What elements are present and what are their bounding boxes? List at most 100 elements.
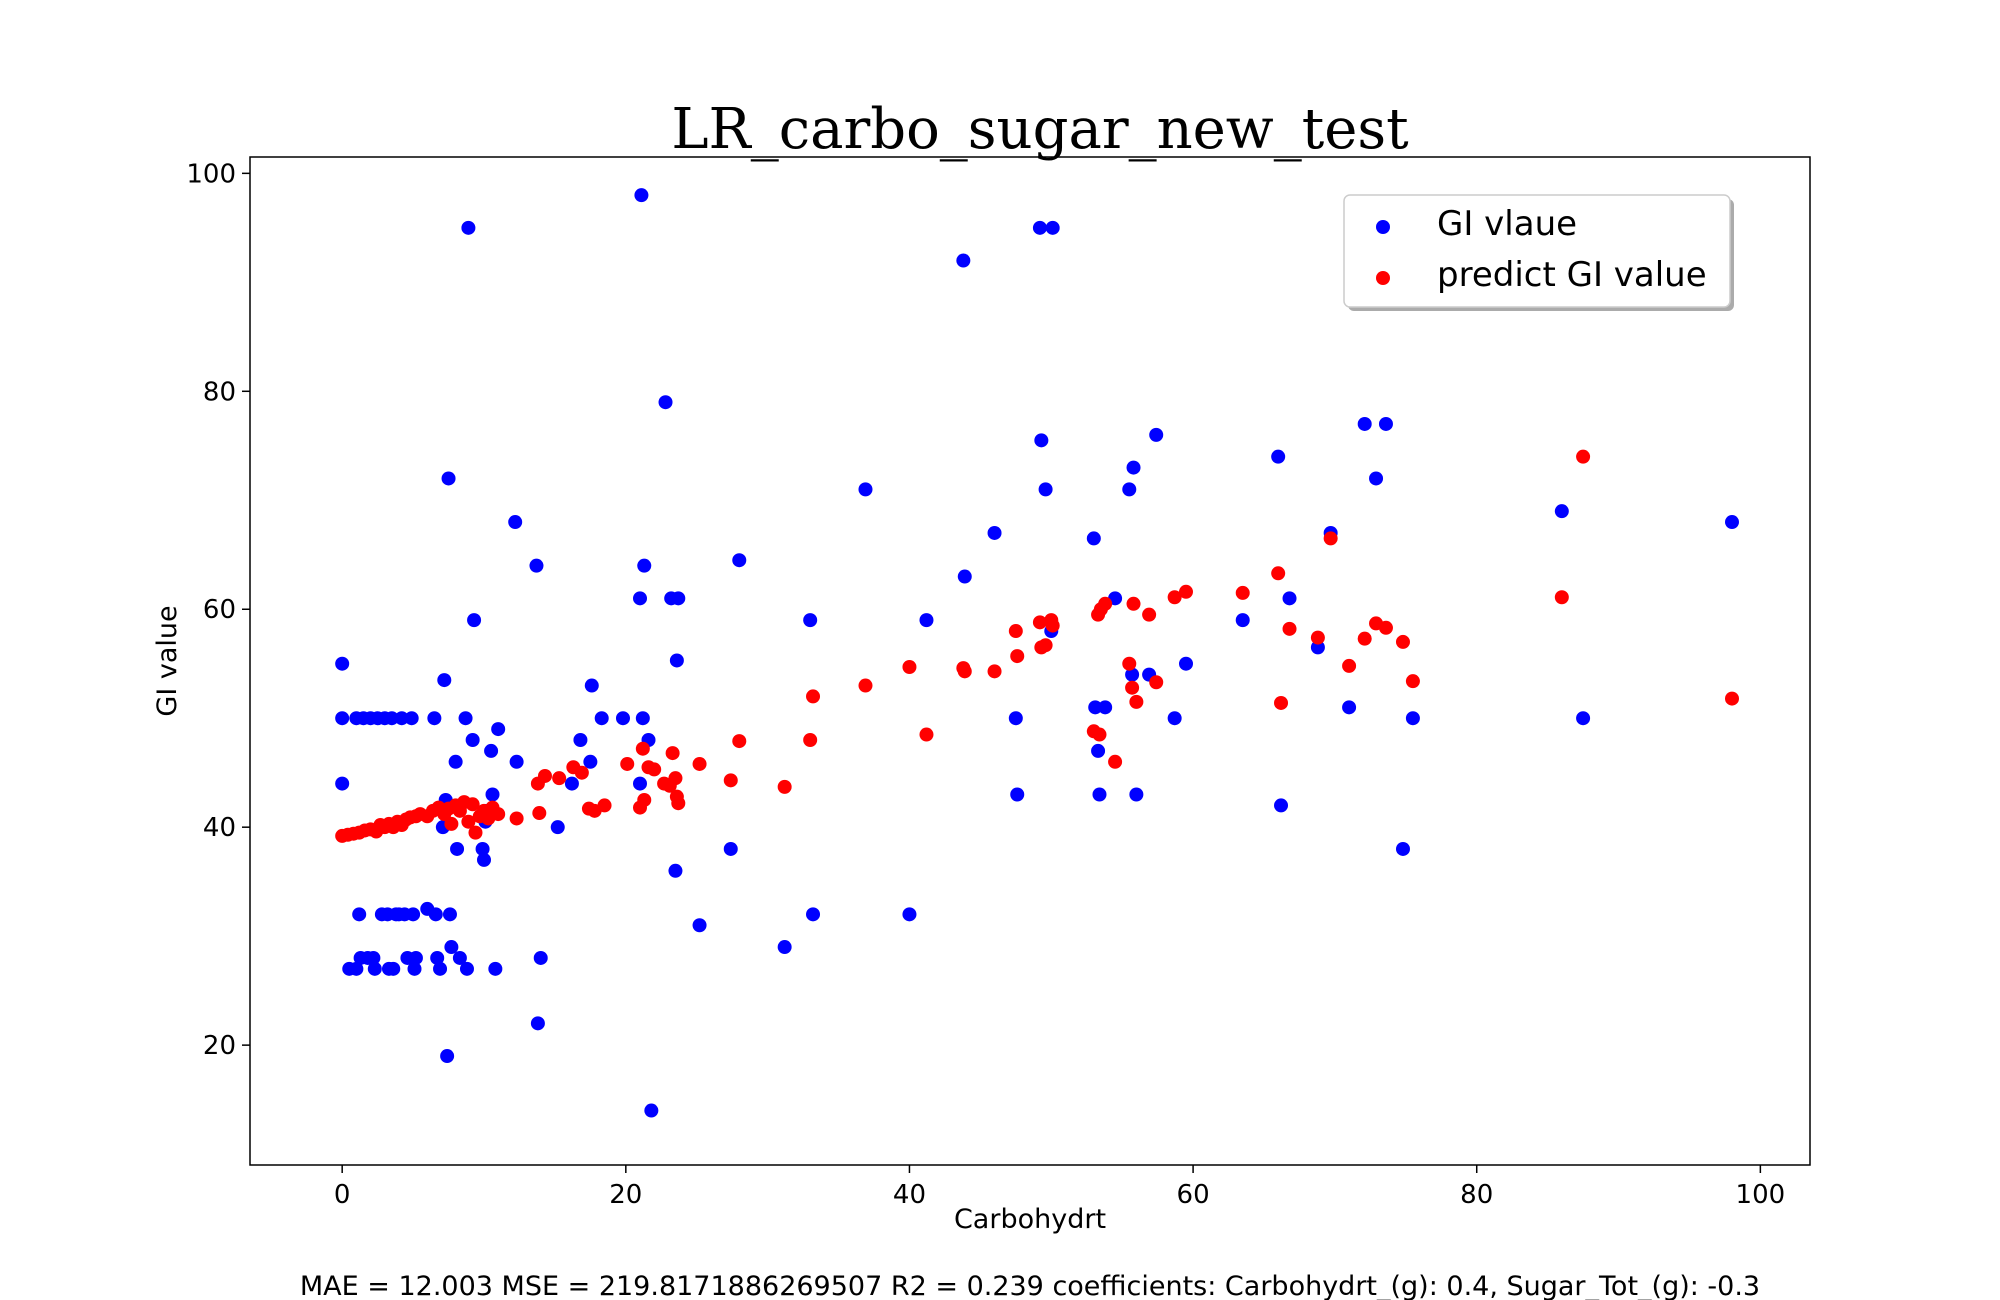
gi-value-point <box>1235 613 1250 628</box>
predict-gi-value-point <box>957 664 972 679</box>
gi-value-point <box>1310 640 1325 655</box>
gi-value-point <box>477 852 491 867</box>
predict-gi-value-point <box>1108 754 1123 769</box>
predict-gi-value-point <box>1357 631 1372 646</box>
gi-value-point <box>427 711 442 726</box>
gi-value-point <box>723 841 738 856</box>
legend-marker-predict-gi-value <box>1376 271 1390 285</box>
predict-gi-value-point <box>692 756 707 771</box>
legend-label-gi-value: GI vlaue <box>1437 204 1577 244</box>
gi-value-point <box>440 1049 455 1064</box>
predict-gi-value-point <box>532 806 547 821</box>
predict-gi-value-point <box>723 773 738 788</box>
y-tick-label: 40 <box>203 813 236 843</box>
gi-value-point <box>550 820 565 835</box>
y-tick-label: 80 <box>203 377 236 407</box>
legend: GI vlaue predict GI value <box>1343 194 1734 311</box>
predict-gi-value-point <box>1323 531 1338 546</box>
gi-value-point <box>902 907 917 922</box>
predict-gi-value-point <box>1378 620 1393 635</box>
predict-gi-value-point <box>1271 566 1286 581</box>
gi-value-point <box>1045 220 1060 235</box>
gi-value-point <box>533 950 548 965</box>
gi-value-point <box>1725 515 1739 530</box>
predict-gi-value-point <box>537 768 552 783</box>
gi-value-point <box>386 961 401 976</box>
predict-gi-value-point <box>1342 658 1357 673</box>
predict-gi-value-point <box>1405 674 1420 689</box>
gi-value-point <box>384 711 399 726</box>
gi-value-point <box>530 1016 545 1031</box>
predict-gi-value-point <box>665 746 680 761</box>
gi-value-point <box>1126 460 1141 475</box>
legend-marker-gi-value <box>1376 220 1390 234</box>
predict-gi-value-point <box>635 741 650 756</box>
x-axis-label: Carbohydrt <box>954 1204 1106 1235</box>
predict-gi-value-point <box>574 765 589 780</box>
gi-value-point <box>529 558 544 573</box>
predict-gi-value-point <box>668 771 683 786</box>
gi-value-point <box>485 787 500 802</box>
gi-value-point <box>366 950 381 965</box>
legend-label-predict-gi-value: predict GI value <box>1437 255 1707 295</box>
gi-value-point <box>594 711 609 726</box>
gi-value-point <box>433 961 448 976</box>
predict-gi-value-point <box>732 734 747 749</box>
x-tick-label: 80 <box>1460 1180 1493 1210</box>
predict-gi-value-point <box>1725 691 1739 706</box>
gi-value-point <box>467 613 482 628</box>
gi-value-point <box>644 1103 659 1118</box>
predict-gi-value-point <box>647 762 662 777</box>
gi-value-point <box>1369 471 1384 486</box>
legend-box <box>1343 194 1731 308</box>
gi-value-point <box>484 743 499 758</box>
gi-value-point <box>1405 711 1420 726</box>
gi-value-point <box>1167 711 1182 726</box>
predict-gi-value-point <box>1167 590 1182 605</box>
metrics-footer: MAE = 12.003 MSE = 219.8171886269507 R2 … <box>300 1271 1760 1300</box>
gi-value-point <box>349 961 364 976</box>
predict-gi-value-point <box>552 771 567 786</box>
gi-value-point <box>1086 531 1101 546</box>
gi-value-point <box>1357 416 1372 431</box>
gi-value-point <box>448 754 463 769</box>
predict-gi-value-point <box>1032 615 1047 630</box>
predict-gi-value-point <box>1129 694 1144 709</box>
predict-gi-value-point <box>620 756 635 771</box>
gi-value-point <box>465 733 480 748</box>
y-tick-label: 20 <box>203 1031 236 1061</box>
x-tick-label: 0 <box>334 1180 351 1210</box>
predict-gi-value-point <box>1038 638 1053 653</box>
gi-value-point <box>1122 482 1137 497</box>
gi-value-point <box>1129 787 1144 802</box>
plot-area: 0 20 40 60 80 100 20 40 60 80 100 <box>186 156 1811 1210</box>
predict-gi-value-point <box>637 792 652 807</box>
predict-gi-value-point <box>902 659 917 674</box>
y-tick-label: 60 <box>203 595 236 625</box>
gi-value-point <box>367 961 382 976</box>
gi-value-point <box>692 918 707 933</box>
gi-value-point <box>491 722 506 737</box>
predict-gi-value-point <box>1122 656 1137 671</box>
predict-gi-value-point <box>1092 727 1107 742</box>
predict-gi-value-point <box>1395 634 1410 649</box>
gi-value-point <box>573 733 588 748</box>
gi-value-point <box>1282 591 1297 606</box>
gi-value-point <box>806 907 821 922</box>
gi-value-point <box>1088 700 1103 715</box>
y-axis: 20 40 60 80 100 <box>186 159 250 1061</box>
predict-gi-value-point <box>1010 649 1025 664</box>
gi-value-point <box>509 754 524 769</box>
gi-value-point <box>335 711 350 726</box>
gi-value-point <box>459 961 474 976</box>
gi-value-point <box>583 754 598 769</box>
y-axis-label: GI value <box>152 605 183 716</box>
gi-value-point <box>987 525 1002 540</box>
predict-gi-value-point <box>671 796 686 811</box>
predict-gi-value-point <box>465 797 480 812</box>
gi-value-point <box>1008 711 1023 726</box>
gi-value-point <box>508 515 523 530</box>
gi-value-point <box>437 673 452 688</box>
gi-value-point <box>1342 700 1357 715</box>
